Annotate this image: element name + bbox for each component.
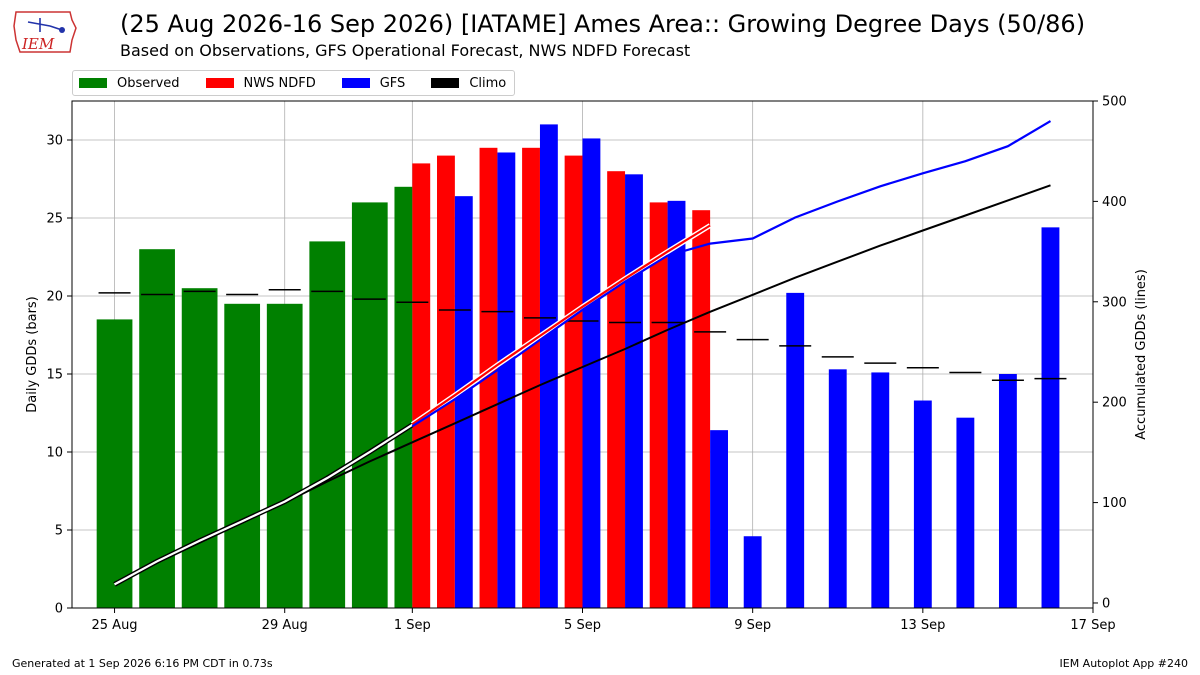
line-observed-accum	[113, 423, 413, 586]
footer-app: IEM Autoplot App #240	[1059, 657, 1189, 670]
legend-swatch-ndfd	[205, 78, 234, 88]
line-ndfd-accum	[411, 224, 711, 426]
bar-gfs	[998, 374, 1017, 608]
bar-ndfd	[437, 155, 455, 608]
bar-ndfd	[564, 155, 583, 608]
y-tick-label: 10	[46, 446, 63, 461]
y2-axis-label: Accumulated GDDs (lines)	[1134, 269, 1149, 440]
footer-generated: Generated at 1 Sep 2026 6:16 PM CDT in 0…	[12, 657, 273, 670]
y2-tick-label: 400	[1102, 195, 1127, 210]
bar-gfs	[743, 536, 762, 608]
legend-swatch-climo	[431, 78, 460, 88]
y-tick-label: 15	[46, 368, 63, 383]
legend-item-climo: Climo	[431, 76, 506, 91]
bar-ndfd	[649, 202, 668, 608]
y-tick-label: 25	[46, 212, 63, 227]
bar-gfs	[582, 138, 601, 608]
legend-label-ndfd: NWS NDFD	[243, 75, 316, 91]
bar-gfs	[1041, 227, 1060, 609]
line-gfs-accum	[411, 120, 1052, 428]
iem-logo: IEM	[10, 6, 80, 58]
bar-observed	[394, 186, 413, 609]
x-tick-label: 25 Aug	[92, 618, 138, 633]
legend-swatch-gfs	[341, 78, 370, 88]
y-tick-label: 5	[55, 524, 63, 539]
climo-daily-markers	[98, 289, 1067, 381]
y-tick-label: 0	[55, 602, 63, 617]
bar-gfs	[828, 369, 847, 608]
y-tick-label: 20	[46, 290, 63, 305]
y2-tick-label: 0	[1102, 596, 1110, 611]
y2-tick-label: 100	[1102, 496, 1127, 511]
bar-observed	[96, 319, 133, 608]
bar-gfs	[667, 200, 686, 608]
x-axis: 25 Aug 29 Aug 1 Sep 5 Sep 9 Sep 13 Sep 17 Sep	[92, 608, 1116, 633]
x-tick-label: 29 Aug	[262, 618, 308, 633]
bar-gfs	[625, 174, 643, 608]
y-axis-right: 0 100 200 300 400 500	[1093, 95, 1127, 611]
bars	[96, 124, 1060, 609]
y-axis-label: Daily GDDs (bars)	[25, 296, 40, 413]
bar-observed	[351, 202, 388, 608]
bar-ndfd	[692, 210, 711, 608]
x-tick-label: 1 Sep	[394, 618, 431, 633]
bar-ndfd	[522, 147, 540, 609]
legend: Observed NWS NDFD GFS Climo	[72, 70, 516, 96]
legend-item-observed: Observed	[79, 76, 180, 91]
x-tick-label: 17 Sep	[1070, 618, 1115, 633]
chart-subtitle: Based on Observations, GFS Operational F…	[120, 41, 691, 60]
legend-item-ndfd: NWS NDFD	[205, 75, 316, 91]
bar-gfs	[956, 417, 975, 608]
bar-gfs	[539, 124, 558, 609]
x-tick-label: 5 Sep	[564, 618, 601, 633]
y-tick-label: 30	[46, 134, 63, 149]
x-tick-label: 9 Sep	[734, 618, 771, 633]
bar-ndfd	[412, 163, 431, 608]
bar-ndfd	[607, 171, 626, 608]
chart-title: (25 Aug 2026-16 Sep 2026) [IATAME] Ames …	[120, 10, 1086, 38]
bar-observed	[266, 303, 303, 608]
bar-gfs	[786, 292, 805, 608]
legend-item-gfs: GFS	[341, 75, 406, 91]
bar-gfs	[710, 430, 728, 608]
bar-gfs	[497, 152, 516, 609]
iowa-map-icon: IEM	[13, 11, 77, 53]
bar-gfs	[454, 196, 473, 608]
y-axis-left: 0 5 10 15 20 25 30	[46, 134, 72, 617]
y2-tick-label: 500	[1102, 95, 1127, 110]
accum-lines	[113, 120, 1052, 587]
y2-tick-label: 200	[1102, 396, 1127, 411]
bar-gfs	[871, 372, 890, 608]
legend-label-observed: Observed	[117, 75, 180, 91]
bar-gfs	[913, 400, 932, 608]
legend-label-gfs: GFS	[379, 75, 406, 91]
bar-observed	[139, 249, 175, 608]
bar-observed	[309, 241, 346, 608]
legend-label-climo: Climo	[469, 75, 507, 91]
bar-observed	[181, 288, 218, 608]
y2-tick-label: 300	[1102, 295, 1127, 310]
x-tick-label: 13 Sep	[900, 618, 945, 633]
legend-swatch-observed	[79, 78, 107, 88]
logo-text: IEM	[21, 35, 55, 53]
bar-observed	[224, 303, 261, 608]
bar-ndfd	[479, 147, 498, 609]
